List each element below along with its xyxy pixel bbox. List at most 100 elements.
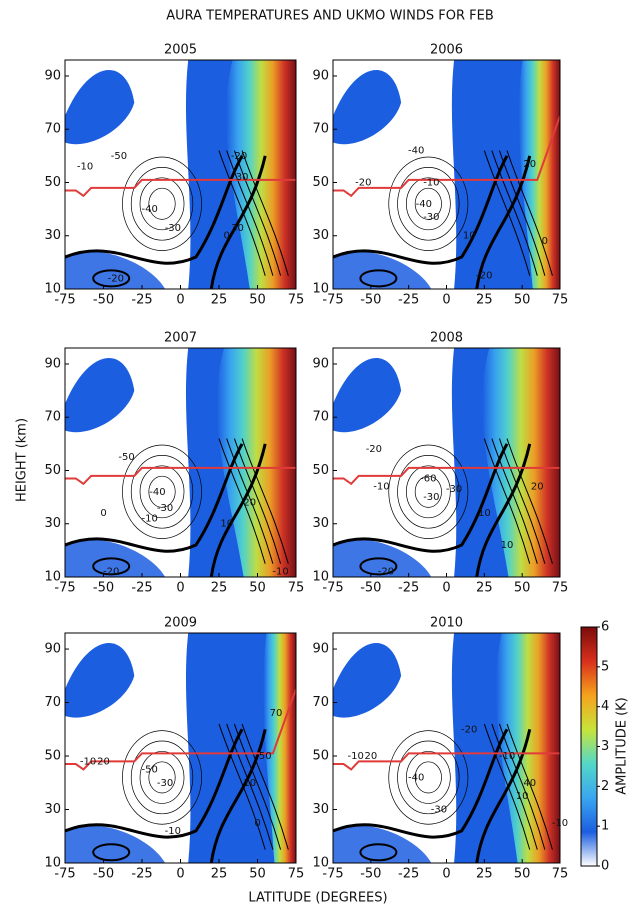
contour-label: -10: [373, 481, 389, 492]
x-tick-label: 75: [552, 867, 569, 882]
contour-line: [483, 723, 531, 850]
x-tick-label: 50: [514, 867, 531, 882]
y-tick-label: 50: [44, 463, 61, 478]
contour-line: [92, 843, 131, 862]
fill-region: [333, 643, 402, 718]
y-tick-label: 10: [44, 282, 61, 297]
y-tick-label: 50: [44, 749, 61, 764]
fill-region: [65, 358, 135, 433]
contour-label: 10: [220, 519, 233, 530]
contour-label: -30: [423, 212, 439, 223]
contour-line: [506, 723, 553, 850]
contour-label: -10: [165, 826, 181, 837]
contour-label: 20: [97, 756, 110, 767]
contour-label: 30: [231, 223, 244, 234]
y-axis-label: HEIGHT (km): [15, 418, 30, 502]
contour-line: [122, 156, 202, 251]
x-tick-label: 75: [288, 581, 305, 596]
x-tick-label: -25: [131, 581, 152, 596]
x-tick-label: -75: [322, 867, 343, 882]
contour-line: [475, 728, 532, 863]
red-line: [65, 688, 296, 771]
contour-line: [148, 187, 176, 220]
contour-line: [65, 728, 244, 839]
x-axis-label: LATITUDE (DEGREES): [248, 891, 387, 906]
contour-label: 30: [236, 172, 249, 183]
contour-line: [130, 455, 194, 529]
contour-label: -10: [499, 751, 515, 762]
contour-line: [226, 438, 274, 564]
y-tick-label: 50: [312, 749, 329, 764]
y-tick-label: 70: [44, 122, 61, 137]
x-tick-label: -50: [93, 293, 114, 308]
y-tick-label: 70: [44, 410, 61, 425]
contour-label: -30: [157, 503, 173, 514]
colorbar-tick-label: 3: [601, 739, 609, 754]
contour-line: [475, 155, 532, 289]
contour-label: 20: [531, 481, 544, 492]
contour-line: [92, 557, 131, 576]
contour-label: -10: [142, 513, 158, 524]
contour-line: [414, 187, 442, 220]
x-tick-label: 50: [249, 293, 266, 308]
x-tick-label: -75: [322, 293, 343, 308]
contour-line: [148, 761, 176, 794]
y-tick-label: 30: [312, 802, 329, 817]
y-tick-label: 90: [44, 642, 61, 657]
contour-line: [475, 443, 532, 577]
contour-line: [397, 455, 460, 529]
panel-title: 2009: [164, 616, 197, 631]
contour-label: -20: [108, 273, 124, 284]
colorbar-label: AMPLITUDE (K): [615, 697, 630, 795]
red-line: [333, 466, 560, 486]
x-tick-label: 0: [442, 867, 450, 882]
x-tick-label: 0: [442, 581, 450, 596]
y-tick-label: 90: [312, 356, 329, 371]
contour-label: -40: [142, 204, 158, 215]
contour-label: -30: [431, 805, 447, 816]
contour-line: [483, 438, 531, 564]
contour-label: 0: [100, 508, 106, 519]
contour-line: [414, 761, 442, 794]
contour-label: 20: [364, 751, 377, 762]
contour-line: [405, 751, 451, 804]
x-tick-label: -25: [131, 867, 152, 882]
fill-region: [65, 643, 135, 718]
contour-line: [388, 156, 469, 251]
x-tick-label: -50: [360, 581, 381, 596]
contour-line: [359, 269, 398, 288]
y-tick-label: 30: [44, 516, 61, 531]
x-tick-label: 75: [288, 867, 305, 882]
y-tick-label: 30: [312, 228, 329, 243]
x-tick-label: -50: [93, 867, 114, 882]
contour-label: -30: [446, 484, 462, 495]
contour-line: [397, 167, 460, 241]
contour-line: [241, 150, 289, 276]
x-tick-label: 25: [476, 293, 493, 308]
y-tick-label: 10: [44, 570, 61, 585]
contour-label: -30: [157, 778, 173, 789]
contour-label: 20: [243, 497, 256, 508]
contour-line: [506, 438, 553, 564]
contour-label: -50: [118, 452, 134, 463]
red-line: [65, 466, 296, 486]
contour-line: [209, 443, 267, 577]
contour-line: [209, 728, 267, 863]
contour-label: 0: [542, 236, 548, 247]
panel: [65, 348, 296, 577]
contour-label: -20: [378, 567, 394, 578]
colorbar-tick-label: 6: [601, 620, 609, 635]
colorbar-tick-label: 1: [601, 819, 609, 834]
x-tick-label: 50: [249, 581, 266, 596]
x-tick-label: 25: [211, 293, 228, 308]
x-tick-label: 25: [476, 581, 493, 596]
contour-label: -40: [416, 199, 432, 210]
contour-line: [218, 723, 266, 850]
contour-line: [233, 723, 282, 850]
x-tick-label: 0: [176, 867, 184, 882]
x-tick-label: -50: [93, 581, 114, 596]
x-tick-label: 0: [176, 581, 184, 596]
contour-line: [397, 740, 460, 815]
panel-title: 2007: [164, 331, 197, 346]
contour-line: [139, 465, 185, 519]
